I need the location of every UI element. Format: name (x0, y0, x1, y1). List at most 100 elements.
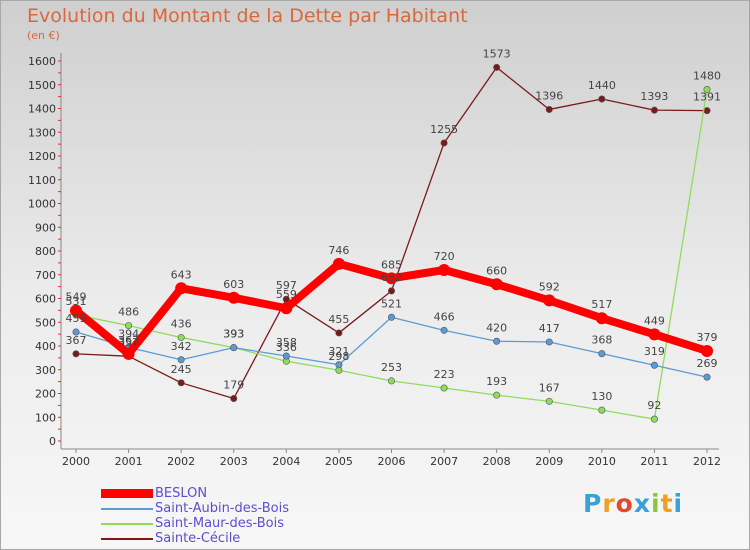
legend-label-sainte-cecile: Sainte-Cécile (155, 531, 241, 546)
data-label: 358 (276, 336, 297, 349)
data-label: 342 (171, 340, 192, 353)
x-tick-label: 2010 (588, 455, 616, 468)
data-point (282, 352, 290, 360)
chart-unit: (en €) (27, 29, 60, 42)
data-label: 92 (647, 399, 661, 412)
x-tick-label: 2011 (640, 455, 668, 468)
data-label: 179 (223, 378, 244, 391)
y-tick-label: 100 (35, 411, 56, 424)
data-point (650, 106, 658, 114)
data-point (70, 304, 82, 317)
data-point (598, 95, 606, 103)
y-tick-label: 0 (49, 435, 56, 448)
data-label: 1480 (693, 70, 721, 83)
data-point (177, 356, 185, 364)
data-point (490, 278, 503, 291)
data-label: 167 (539, 381, 560, 394)
y-tick-label: 800 (35, 245, 56, 258)
data-point (335, 361, 343, 369)
data-point (493, 391, 501, 399)
data-point (545, 397, 553, 405)
legend-label-saint-maur: Saint-Maur-des-Bois (155, 516, 284, 531)
data-point (387, 313, 395, 321)
data-label: 417 (539, 322, 560, 335)
data-point (385, 272, 398, 285)
y-tick-label: 600 (35, 293, 56, 306)
data-point (177, 333, 185, 341)
y-tick-label: 1400 (28, 103, 56, 116)
data-point (650, 361, 658, 369)
x-tick-label: 2006 (378, 455, 406, 468)
y-tick-label: 700 (35, 269, 56, 282)
data-point (175, 282, 188, 295)
data-label: 521 (381, 297, 402, 310)
data-label: 466 (434, 310, 455, 323)
data-point (493, 337, 501, 345)
data-label: 394 (118, 327, 139, 340)
y-tick-label: 1000 (28, 198, 56, 211)
legend-swatch-beslon (101, 489, 153, 498)
data-label: 643 (171, 268, 192, 281)
data-point (703, 107, 711, 115)
data-point (440, 139, 448, 147)
data-label: 223 (434, 368, 455, 381)
y-tick-label: 300 (35, 364, 56, 377)
data-label: 559 (276, 288, 297, 301)
data-label: 193 (486, 375, 507, 388)
data-label: 357 (118, 336, 139, 349)
x-tick-label: 2000 (62, 455, 90, 468)
data-label: 455 (328, 313, 349, 326)
data-label: 1255 (430, 123, 458, 136)
data-point (438, 264, 451, 276)
data-label: 486 (118, 306, 139, 319)
data-label: 685 (381, 258, 402, 271)
y-tick-label: 1100 (28, 174, 56, 187)
data-label: 746 (328, 244, 349, 257)
y-tick-label: 200 (35, 388, 56, 401)
legend-swatch-saint-aubin (101, 508, 153, 510)
data-point (545, 338, 553, 346)
data-label: 367 (66, 334, 87, 347)
data-label: 336 (276, 341, 297, 354)
y-tick-label: 1200 (28, 150, 56, 163)
y-tick-label: 1600 (28, 55, 56, 68)
data-label: 368 (591, 334, 612, 347)
legend-label-beslon: BESLON (155, 486, 208, 501)
x-tick-label: 2002 (167, 455, 195, 468)
x-tick-label: 2001 (115, 455, 143, 468)
logo-letter: i (651, 489, 661, 518)
x-tick-label: 2012 (693, 455, 721, 468)
y-tick-label: 1300 (28, 126, 56, 139)
y-tick-label: 400 (35, 340, 56, 353)
data-label: 420 (486, 321, 507, 334)
data-point (387, 287, 395, 295)
data-point (230, 394, 238, 402)
data-label: 1391 (693, 91, 721, 104)
data-point (335, 329, 343, 337)
data-point (545, 105, 553, 113)
logo-letter: t (660, 489, 674, 518)
data-label: 459 (66, 312, 87, 325)
data-point (177, 379, 185, 387)
data-label: 253 (381, 361, 402, 374)
x-tick-label: 2003 (220, 455, 248, 468)
data-point (230, 344, 238, 352)
logo-letter: o (615, 489, 634, 518)
data-point (387, 377, 395, 385)
data-point (493, 63, 501, 71)
data-point (703, 373, 711, 381)
data-label: 720 (434, 250, 455, 263)
logo-letter: P (583, 489, 603, 518)
data-label: 592 (539, 280, 560, 293)
data-point (122, 347, 135, 360)
data-point (703, 86, 711, 94)
chart-title: Evolution du Montant de la Dette par Hab… (27, 5, 468, 27)
data-label: 367 (118, 334, 139, 347)
data-point (332, 257, 345, 270)
data-point (280, 302, 293, 315)
legend-swatch-saint-maur (101, 523, 153, 525)
y-tick-label: 900 (35, 221, 56, 234)
data-label: 321 (328, 345, 349, 358)
y-tick-label: 1500 (28, 79, 56, 92)
data-label: 379 (697, 331, 718, 344)
